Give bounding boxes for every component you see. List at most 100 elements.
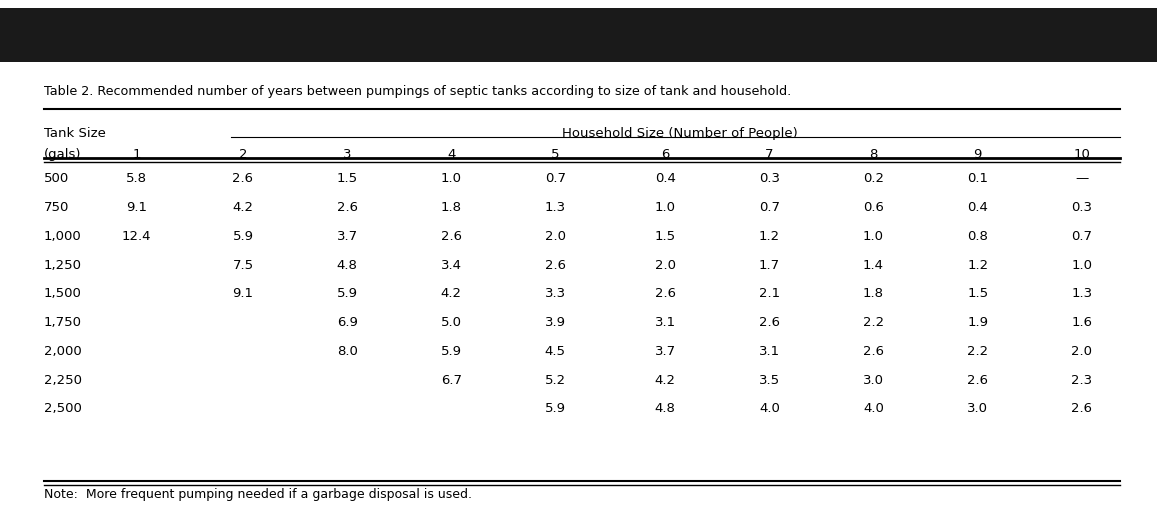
Text: 3.0: 3.0 <box>967 402 988 415</box>
Text: 5.9: 5.9 <box>441 345 462 358</box>
Text: 1,250: 1,250 <box>44 258 82 272</box>
Text: 2.6: 2.6 <box>1071 402 1092 415</box>
Text: 9.1: 9.1 <box>233 287 253 300</box>
Text: 0.4: 0.4 <box>655 172 676 185</box>
Text: 1.2: 1.2 <box>967 258 988 272</box>
Text: 5: 5 <box>551 148 560 161</box>
Text: 9.1: 9.1 <box>126 201 147 214</box>
Text: 4.8: 4.8 <box>655 402 676 415</box>
Text: 1.0: 1.0 <box>655 201 676 214</box>
Text: 3.3: 3.3 <box>545 287 566 300</box>
Text: 4.2: 4.2 <box>233 201 253 214</box>
Text: 2.6: 2.6 <box>655 287 676 300</box>
Text: 2.6: 2.6 <box>337 201 358 214</box>
Text: 1.9: 1.9 <box>967 316 988 329</box>
Text: 2.6: 2.6 <box>441 230 462 243</box>
Text: 1.0: 1.0 <box>863 230 884 243</box>
Text: 0.3: 0.3 <box>1071 201 1092 214</box>
Text: 0.7: 0.7 <box>1071 230 1092 243</box>
Text: 1.5: 1.5 <box>655 230 676 243</box>
Text: 1.2: 1.2 <box>759 230 780 243</box>
Text: 2.2: 2.2 <box>967 345 988 358</box>
Text: 2.1: 2.1 <box>759 287 780 300</box>
Text: 3.0: 3.0 <box>863 374 884 387</box>
Text: 1.3: 1.3 <box>1071 287 1092 300</box>
Text: 3.7: 3.7 <box>337 230 358 243</box>
Text: 1.6: 1.6 <box>1071 316 1092 329</box>
Text: 7.5: 7.5 <box>233 258 253 272</box>
Text: 1,500: 1,500 <box>44 287 82 300</box>
Bar <box>0 8 1157 62</box>
Text: 4: 4 <box>447 148 456 161</box>
Text: 1.0: 1.0 <box>441 172 462 185</box>
Text: —: — <box>1075 172 1089 185</box>
Text: 1.4: 1.4 <box>863 258 884 272</box>
Text: 1.0: 1.0 <box>1071 258 1092 272</box>
Text: 2.0: 2.0 <box>655 258 676 272</box>
Text: 2.6: 2.6 <box>233 172 253 185</box>
Text: 1.8: 1.8 <box>863 287 884 300</box>
Text: 500: 500 <box>44 172 69 185</box>
Text: 2.6: 2.6 <box>545 258 566 272</box>
Text: 3.4: 3.4 <box>441 258 462 272</box>
Text: 1,000: 1,000 <box>44 230 82 243</box>
Text: 3.1: 3.1 <box>759 345 780 358</box>
Text: 5.9: 5.9 <box>337 287 358 300</box>
Text: 1.3: 1.3 <box>545 201 566 214</box>
Text: 3.5: 3.5 <box>759 374 780 387</box>
Text: 0.7: 0.7 <box>759 201 780 214</box>
Text: 5.2: 5.2 <box>545 374 566 387</box>
Text: 3: 3 <box>342 148 352 161</box>
Text: 3.7: 3.7 <box>655 345 676 358</box>
Text: 5.9: 5.9 <box>545 402 566 415</box>
Text: 5.0: 5.0 <box>441 316 462 329</box>
Text: 4.2: 4.2 <box>655 374 676 387</box>
Text: 6.9: 6.9 <box>337 316 358 329</box>
Text: 10: 10 <box>1074 148 1090 161</box>
Text: 4.8: 4.8 <box>337 258 358 272</box>
Text: 2: 2 <box>238 148 248 161</box>
Text: 4.5: 4.5 <box>545 345 566 358</box>
Text: 8.0: 8.0 <box>337 345 358 358</box>
Text: 2,500: 2,500 <box>44 402 82 415</box>
Text: 1.5: 1.5 <box>967 287 988 300</box>
Text: 0.2: 0.2 <box>863 172 884 185</box>
Text: 0.7: 0.7 <box>545 172 566 185</box>
Text: 2.3: 2.3 <box>1071 374 1092 387</box>
Text: 2.0: 2.0 <box>545 230 566 243</box>
Text: 5.9: 5.9 <box>233 230 253 243</box>
Text: Note:  More frequent pumping needed if a garbage disposal is used.: Note: More frequent pumping needed if a … <box>44 488 472 501</box>
Text: 0.4: 0.4 <box>967 201 988 214</box>
Text: 2,250: 2,250 <box>44 374 82 387</box>
Text: Table 2. Recommended number of years between pumpings of septic tanks according : Table 2. Recommended number of years bet… <box>44 85 791 98</box>
Text: 1.7: 1.7 <box>759 258 780 272</box>
Text: 12.4: 12.4 <box>121 230 152 243</box>
Text: 3.1: 3.1 <box>655 316 676 329</box>
Text: 0.6: 0.6 <box>863 201 884 214</box>
Text: 2.6: 2.6 <box>759 316 780 329</box>
Text: 5.8: 5.8 <box>126 172 147 185</box>
Text: 1: 1 <box>132 148 141 161</box>
Text: Household Size (Number of People): Household Size (Number of People) <box>562 127 797 140</box>
Text: 0.3: 0.3 <box>759 172 780 185</box>
Text: 2.6: 2.6 <box>863 345 884 358</box>
Text: 2.0: 2.0 <box>1071 345 1092 358</box>
Text: 4.0: 4.0 <box>759 402 780 415</box>
Text: 9: 9 <box>973 148 982 161</box>
Text: 6.7: 6.7 <box>441 374 462 387</box>
Text: 7: 7 <box>765 148 774 161</box>
Text: 0.8: 0.8 <box>967 230 988 243</box>
Text: 6: 6 <box>661 148 670 161</box>
Text: 4.2: 4.2 <box>441 287 462 300</box>
Text: 1.8: 1.8 <box>441 201 462 214</box>
Text: 0.1: 0.1 <box>967 172 988 185</box>
Text: 4.0: 4.0 <box>863 402 884 415</box>
Text: 750: 750 <box>44 201 69 214</box>
Text: 1.5: 1.5 <box>337 172 358 185</box>
Text: 2.6: 2.6 <box>967 374 988 387</box>
Text: 1,750: 1,750 <box>44 316 82 329</box>
Text: 8: 8 <box>869 148 878 161</box>
Text: (gals): (gals) <box>44 148 81 161</box>
Text: Tank Size: Tank Size <box>44 127 105 140</box>
Text: 3.9: 3.9 <box>545 316 566 329</box>
